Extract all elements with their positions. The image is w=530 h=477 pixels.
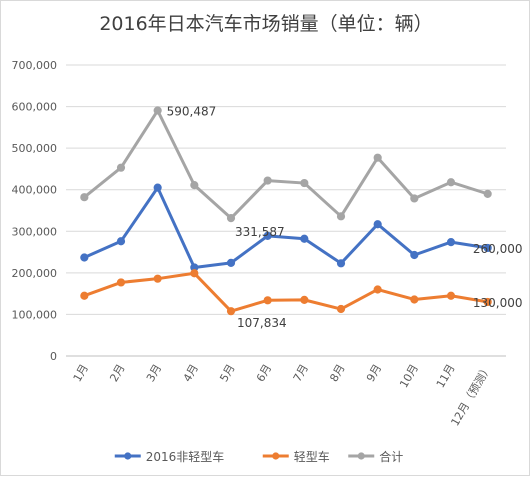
- y-tick-label: 700,000: [12, 59, 58, 72]
- data-point: [410, 250, 419, 260]
- data-point: [226, 307, 236, 316]
- x-tick-label: 1月: [71, 362, 91, 384]
- legend-marker: [124, 452, 132, 460]
- x-tick-label: 2月: [107, 362, 127, 384]
- legend-marker: [272, 452, 280, 460]
- data-point: [446, 178, 456, 187]
- data-point: [410, 194, 419, 203]
- x-tick-label: 9月: [364, 362, 384, 384]
- x-tick-label: 5月: [217, 362, 237, 384]
- data-point: [336, 304, 346, 314]
- data-point: [300, 178, 309, 188]
- y-tick-label: 300,000: [12, 225, 58, 238]
- data-point: [80, 291, 89, 300]
- data-point: [116, 278, 126, 287]
- legend-marker: [357, 452, 365, 460]
- legend-label: 2016非轻型车: [146, 449, 225, 464]
- series-line: [82, 109, 490, 220]
- series-line: [82, 186, 490, 269]
- y-tick-label: 600,000: [12, 101, 58, 114]
- data-point: [190, 181, 199, 190]
- x-tick-label: 4月: [181, 362, 201, 384]
- data-point: [446, 291, 456, 300]
- data-point: [153, 106, 162, 115]
- data-point: [373, 220, 382, 229]
- y-tick-label: 500,000: [12, 142, 58, 155]
- legend-label: 轻型车: [294, 449, 330, 464]
- data-label: 130,000: [473, 296, 523, 310]
- data-label: 107,834: [237, 316, 287, 330]
- data-label: 331,587: [235, 225, 285, 239]
- data-point: [483, 297, 492, 307]
- data-point: [410, 295, 419, 304]
- x-tick-label: 8月: [327, 362, 347, 384]
- x-tick-label: 10月: [397, 362, 421, 390]
- data-point: [80, 193, 89, 202]
- legend-label: 合计: [379, 449, 403, 464]
- x-tick-label: 7月: [291, 362, 311, 384]
- data-point: [483, 243, 492, 253]
- x-tick-label: 3月: [144, 362, 164, 384]
- data-label: 590,487: [167, 105, 217, 119]
- data-point: [336, 259, 346, 268]
- data-point: [263, 231, 272, 240]
- data-point: [446, 237, 456, 247]
- data-label: 260,000: [473, 242, 523, 256]
- data-point: [226, 258, 236, 267]
- series-line: [82, 271, 490, 313]
- x-tick-label: 11月: [434, 362, 458, 390]
- x-tick-label: 6月: [254, 362, 274, 384]
- y-tick-label: 200,000: [12, 267, 58, 280]
- data-point: [153, 274, 162, 283]
- data-point: [80, 253, 89, 262]
- data-point: [263, 176, 272, 185]
- y-tick-label: 0: [50, 350, 57, 363]
- data-point: [190, 269, 199, 278]
- y-tick-label: 100,000: [12, 308, 58, 321]
- data-point: [116, 237, 126, 246]
- data-point: [300, 295, 309, 304]
- data-point: [226, 214, 236, 223]
- data-point: [483, 189, 492, 198]
- data-point: [263, 296, 272, 305]
- data-point: [373, 153, 382, 162]
- data-point: [153, 183, 162, 192]
- y-tick-label: 400,000: [12, 184, 58, 197]
- chart-title: 2016年日本汽车市场销量（单位：辆）: [99, 13, 433, 35]
- data-point: [300, 234, 309, 243]
- data-point: [336, 212, 346, 221]
- data-point: [373, 285, 382, 294]
- data-point: [116, 163, 126, 172]
